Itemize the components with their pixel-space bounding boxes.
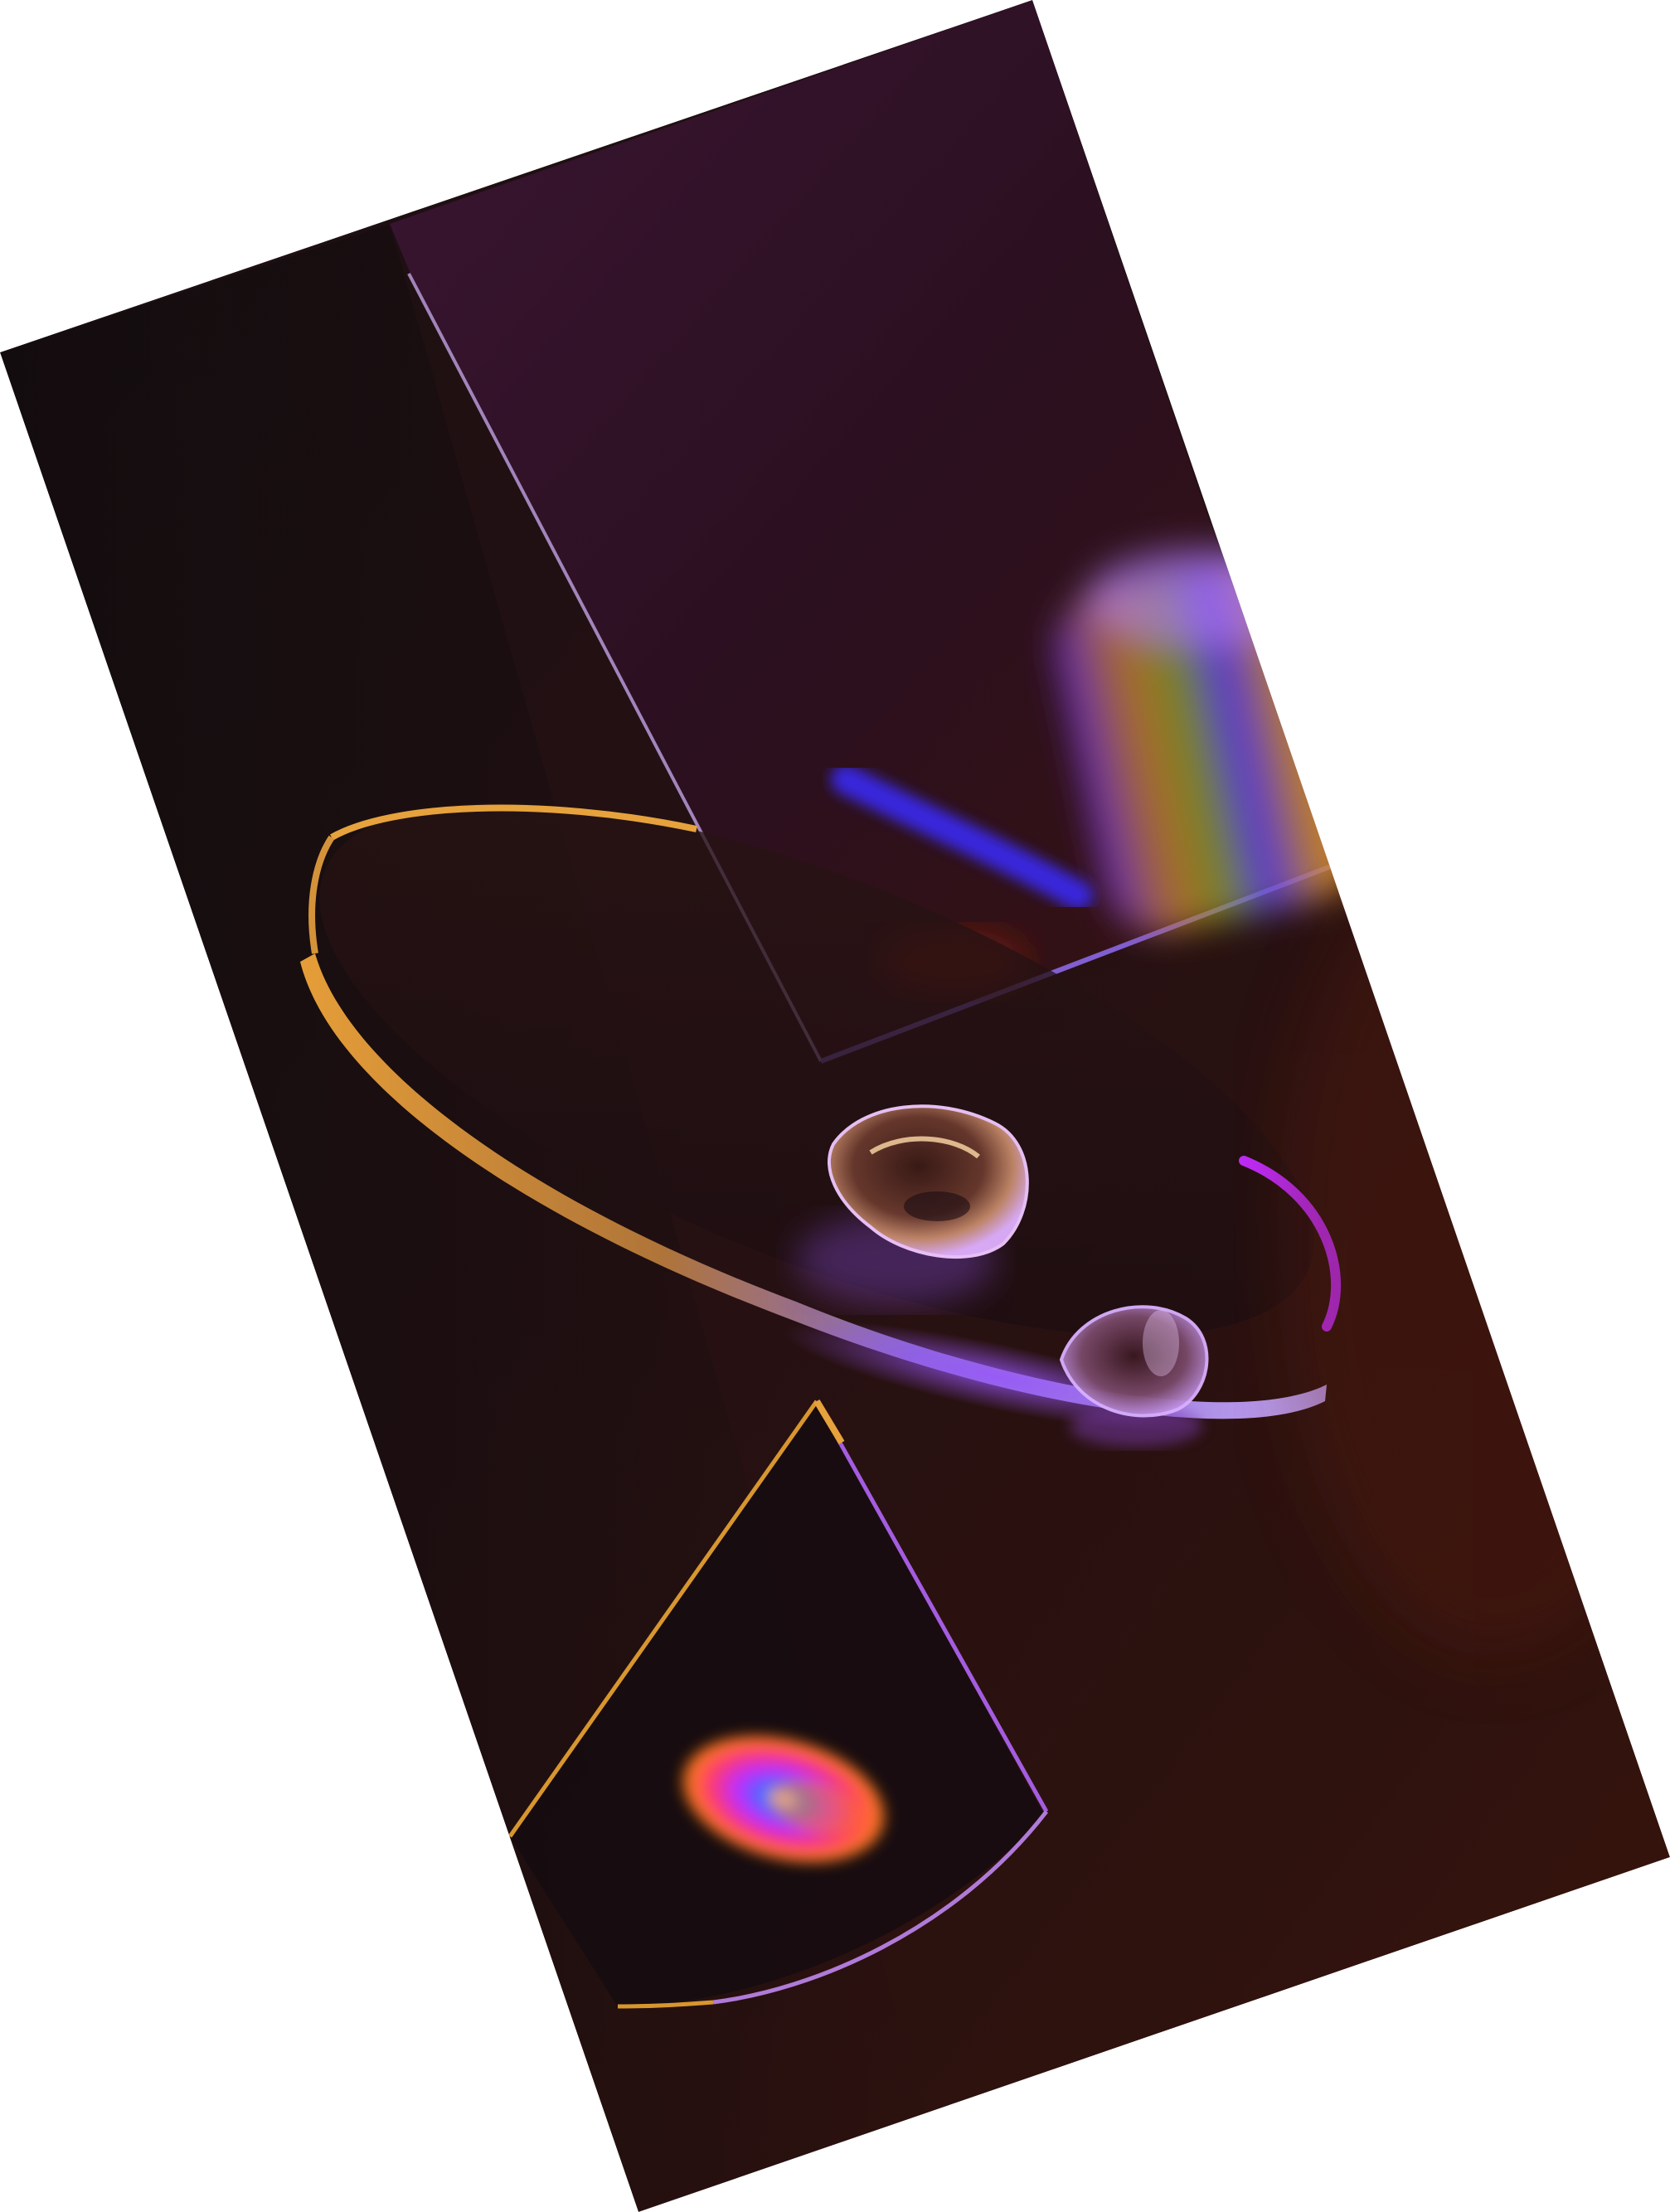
droplet-small	[1059, 1305, 1209, 1447]
droplet-large	[796, 1104, 1029, 1306]
cone-wedge	[507, 1399, 1049, 2009]
blue-streak	[831, 764, 1093, 910]
disc-back-rim	[330, 804, 697, 841]
rainbow-orb	[677, 1733, 890, 1865]
